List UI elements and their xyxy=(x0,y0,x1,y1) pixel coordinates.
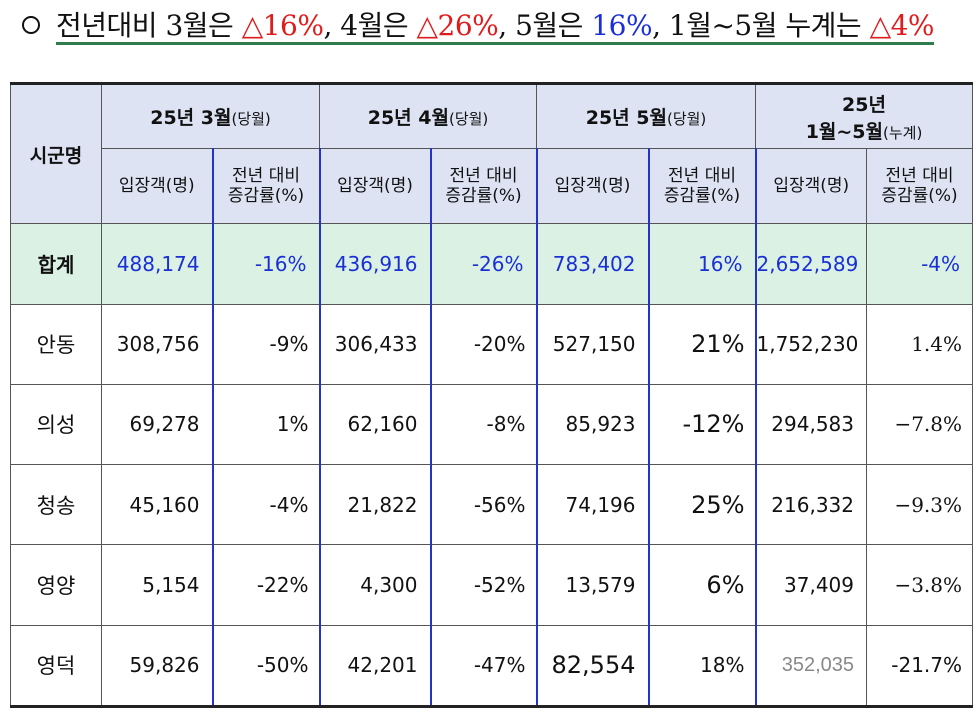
cell-change: -20% xyxy=(429,303,538,385)
headline-part3: , 5월은 xyxy=(498,9,592,42)
headline-text: 전년대비 3월은 △16%, 4월은 △26%, 5월은 16%, 1월~5월 … xyxy=(56,9,935,45)
group-header-cum: 25년 1월~5월(누계) xyxy=(754,82,974,150)
cell-change: −7.8% xyxy=(865,383,974,466)
headline-may-change: 16% xyxy=(591,9,653,42)
cell-change: 1% xyxy=(211,383,321,466)
cell-change: 6% xyxy=(647,544,757,626)
cell-visitors: 21,822 xyxy=(319,464,431,546)
cell-change: -16% xyxy=(211,223,321,305)
table-row: 안동 308,756 -9% 306,433 -20% 527,150 21% … xyxy=(10,303,974,385)
cell-visitors: 42,201 xyxy=(319,624,431,708)
group-header-apr: 25년 4월(당월) xyxy=(319,82,537,150)
bullet-circle-icon xyxy=(22,15,40,34)
col-visitors-cum: 입장객(명) xyxy=(755,148,867,225)
cell-change: 16% xyxy=(647,223,757,305)
table-row-total: 합계 488,174 -16% 436,916 -26% 783,402 16%… xyxy=(10,223,974,305)
cell-change: -4% xyxy=(865,223,974,305)
cell-visitors: 294,583 xyxy=(755,383,867,466)
col-change-cum: 전년 대비 증감률(%) xyxy=(865,148,974,225)
cell-visitors: 783,402 xyxy=(536,223,649,305)
cell-visitors: 1,752,230 xyxy=(755,303,867,385)
cell-change: -9% xyxy=(211,303,321,385)
cell-visitors: 352,035 xyxy=(755,624,867,708)
col-change-apr: 전년 대비 증감률(%) xyxy=(429,148,538,225)
cell-visitors: 306,433 xyxy=(319,303,431,385)
group-header-may: 25년 5월(당월) xyxy=(536,82,756,150)
cell-visitors: 5,154 xyxy=(101,544,213,626)
cell-change: -4% xyxy=(211,464,321,546)
table-row: 청송 45,160 -4% 21,822 -56% 74,196 25% 216… xyxy=(10,464,974,546)
cell-visitors: 74,196 xyxy=(536,464,649,546)
headline-cum-change: △4% xyxy=(869,9,935,42)
cell-visitors: 216,332 xyxy=(755,464,867,546)
row-region: 의성 xyxy=(10,383,102,466)
cell-change: 1.4% xyxy=(865,303,974,385)
cell-change: −9.3% xyxy=(865,464,974,546)
table-row: 의성 69,278 1% 62,160 -8% 85,923 -12% 294,… xyxy=(10,383,974,466)
group-header-mar: 25년 3월(당월) xyxy=(101,82,320,150)
cell-change: -26% xyxy=(429,223,538,305)
headline-part1: 전년대비 3월은 xyxy=(56,9,242,42)
cell-visitors: 37,409 xyxy=(755,544,867,626)
table-row: 영덕 59,826 -50% 42,201 -47% 82,554 18% 35… xyxy=(10,624,974,708)
cell-change: 21% xyxy=(647,303,757,385)
cell-change: -8% xyxy=(429,383,538,466)
cell-change: -50% xyxy=(211,624,321,708)
cell-visitors: 69,278 xyxy=(101,383,213,466)
cell-visitors: 59,826 xyxy=(101,624,213,708)
cell-visitors: 488,174 xyxy=(101,223,213,305)
cell-visitors: 4,300 xyxy=(319,544,431,626)
col-visitors-may: 입장객(명) xyxy=(536,148,649,225)
headline: 전년대비 3월은 △16%, 4월은 △26%, 5월은 16%, 1월~5월 … xyxy=(22,4,972,48)
cell-visitors: 85,923 xyxy=(536,383,649,466)
row-region: 영덕 xyxy=(10,624,102,708)
cell-change: 18% xyxy=(647,624,757,708)
cell-visitors: 308,756 xyxy=(101,303,213,385)
cell-visitors: 13,579 xyxy=(536,544,649,626)
visitor-stats-table: 시군명 25년 3월(당월) 25년 4월(당월) 25년 5월(당월) 25년… xyxy=(10,82,974,708)
cell-visitors: 62,160 xyxy=(319,383,431,466)
row-region: 안동 xyxy=(10,303,102,385)
cell-visitors: 436,916 xyxy=(319,223,431,305)
cell-change: -56% xyxy=(429,464,538,546)
col-visitors-mar: 입장객(명) xyxy=(101,148,213,225)
headline-mar-change: △16% xyxy=(241,9,324,42)
col-visitors-apr: 입장객(명) xyxy=(319,148,431,225)
headline-part4: , 1월~5월 누계는 xyxy=(652,9,870,42)
row-region: 합계 xyxy=(10,223,102,305)
cell-change: −3.8% xyxy=(865,544,974,626)
row-region: 영양 xyxy=(10,544,102,626)
headline-apr-change: △26% xyxy=(416,9,499,42)
cell-change: -12% xyxy=(647,383,757,466)
col-change-may: 전년 대비 증감률(%) xyxy=(647,148,757,225)
cell-change: 25% xyxy=(647,464,757,546)
cell-change: -21.7% xyxy=(865,624,974,708)
headline-part2: , 4월은 xyxy=(323,9,417,42)
table-row: 영양 5,154 -22% 4,300 -52% 13,579 6% 37,40… xyxy=(10,544,974,626)
region-header: 시군명 xyxy=(10,82,102,225)
cell-visitors: 2,652,589 xyxy=(755,223,867,305)
cell-change: -47% xyxy=(429,624,538,708)
cell-change: -52% xyxy=(429,544,538,626)
row-region: 청송 xyxy=(10,464,102,546)
col-change-mar: 전년 대비 증감률(%) xyxy=(211,148,321,225)
cell-change: -22% xyxy=(211,544,321,626)
cell-visitors: 45,160 xyxy=(101,464,213,546)
cell-visitors: 82,554 xyxy=(536,624,649,708)
cell-visitors: 527,150 xyxy=(536,303,649,385)
